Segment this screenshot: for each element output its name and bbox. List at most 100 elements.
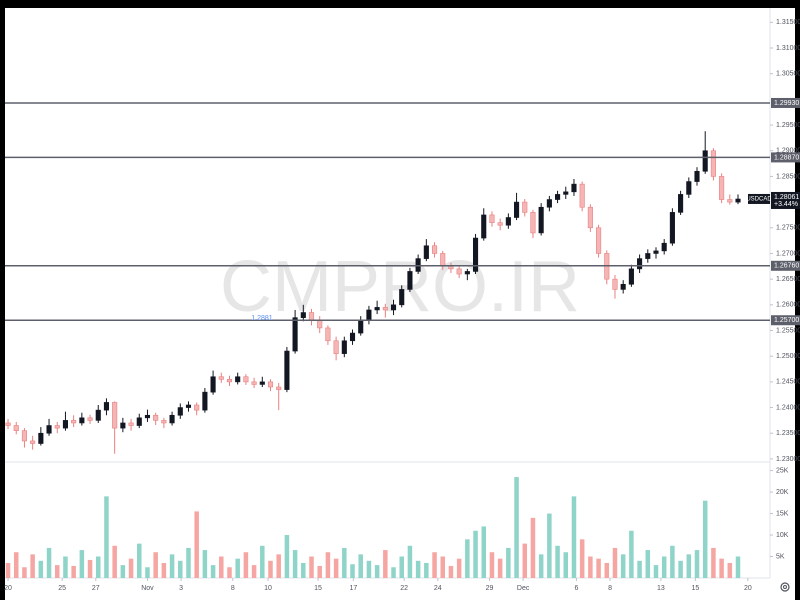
candle-body [382,307,388,311]
volume-bar [210,565,216,578]
candle-body [719,176,725,200]
volume-bar [366,560,372,578]
candle-body [661,242,667,252]
volume-bar [219,556,224,578]
candle-body [686,181,692,195]
x-tick-label: 17 [349,585,357,592]
volume-bar [629,530,634,578]
volume-bar [719,558,724,578]
volume-bar [571,496,577,578]
y2-tick-label: 25K [776,467,789,474]
candle-body [202,391,208,411]
candle-body [587,206,593,229]
volume-bar [481,526,487,578]
candle-body [341,340,347,354]
volume-bar [87,559,93,578]
level-label-box [771,152,800,163]
level-label-box [771,260,800,271]
y-tick-label: 1.26500 [776,276,800,283]
settings-icon[interactable] [780,582,790,592]
candle-body [555,194,561,200]
candle-body [612,278,618,290]
candle-body [472,237,479,272]
candle-body [366,309,372,321]
volume-bar [694,550,700,578]
candle-body [333,340,339,354]
volume-bar [514,477,519,578]
volume-bar [309,556,314,578]
candle-body [308,312,315,321]
volume-bar [563,552,569,578]
y-tick-label: 1.31500 [776,19,800,26]
last-price-box [771,191,800,209]
candle-body [514,201,520,218]
volume-bar [456,558,462,578]
x-tick-label: 20 [744,585,752,592]
candle-body [136,417,142,426]
volume-bar [54,565,60,578]
candle-body [653,250,659,254]
candle-body [103,402,110,411]
volume-bar [13,552,19,578]
y-tick-label: 1.29000 [776,148,800,155]
x-tick-label: Dec [517,585,530,592]
volume-bar [112,545,117,578]
candle-body [620,283,626,290]
y-tick-label: 1.24500 [776,379,800,386]
change-label: +3.44% [774,201,798,208]
volume-bar [604,562,610,578]
volume-bar [711,547,716,578]
candle-body [13,425,19,431]
y-tick-label: 1.25500 [776,327,800,334]
candle-body [79,417,85,424]
candle-body [243,376,249,383]
volume-bar [530,517,536,578]
candle-body [702,150,708,172]
volume-bar [202,550,208,578]
symbol-label: USDCAD [746,197,772,203]
candle-body [571,183,577,193]
volume-bar [448,565,454,578]
volume-bar [391,567,396,578]
volume-bar [79,550,85,578]
candle-body [317,319,323,329]
volume-bar [128,558,134,578]
volume-bar [333,558,339,578]
x-tick-label: 25 [58,585,66,592]
volume-bar [292,550,298,578]
volume-bar [145,567,150,578]
volume-bar [620,554,626,578]
candle-body [538,206,544,234]
candle-body [374,307,380,311]
y-tick-label: 1.27500 [776,225,800,232]
candle-body [284,350,290,390]
candle-body [390,304,397,311]
volume-bar [637,560,642,578]
volume-bar [5,562,11,578]
volume-bar [350,564,355,578]
volume-bar [653,565,659,578]
candle-body [563,191,569,195]
candle-body [628,268,634,285]
level-label-box [771,315,800,326]
candle-body [128,422,134,426]
x-tick-label: 24 [434,585,442,592]
x-tick-label: 20 [4,585,12,592]
candle-body [259,381,265,385]
x-tick-label: 6 [574,585,578,592]
y2-tick-label: 10K [776,532,789,539]
candle-body [226,379,233,383]
volume-bar [383,550,388,578]
volume-bar [71,565,76,578]
x-tick-label: 13 [657,585,665,592]
y-tick-label: 1.25000 [776,353,800,360]
volume-bar [579,539,585,578]
y-tick-label: 1.24000 [776,404,800,411]
level-label: 1.26760 [774,263,799,270]
volume-bar [588,556,593,578]
candle-body [46,425,52,434]
x-tick-label: 15 [691,585,699,592]
volume-bar [407,545,413,578]
x-tick-label: 3 [179,585,183,592]
candle-body [505,217,511,226]
